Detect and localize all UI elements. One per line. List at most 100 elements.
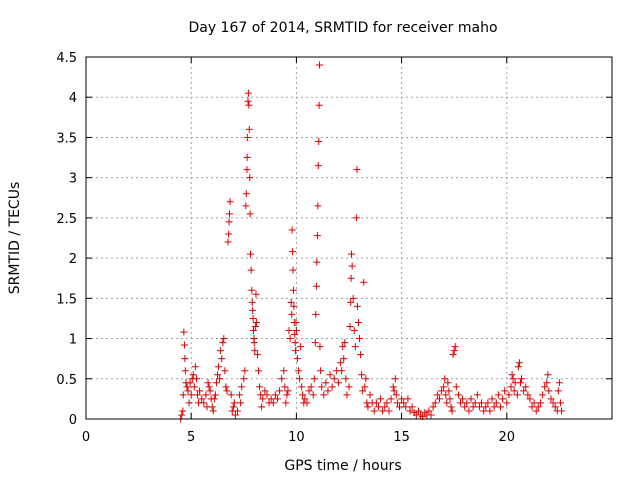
data-point — [484, 399, 492, 407]
data-point — [313, 232, 321, 240]
x-axis-label: GPS time / hours — [284, 458, 401, 474]
data-point — [353, 302, 361, 310]
data-point — [248, 298, 256, 306]
data-point — [443, 399, 451, 407]
data-point — [467, 395, 475, 403]
data-point — [191, 363, 199, 371]
data-point — [179, 407, 187, 415]
data-point — [259, 395, 267, 403]
data-point — [441, 375, 449, 383]
data-point — [372, 399, 380, 407]
data-point — [508, 371, 516, 379]
data-point — [359, 387, 367, 395]
x-tick-label: 0 — [82, 430, 90, 445]
data-point — [226, 198, 234, 206]
data-point — [305, 387, 313, 395]
y-axis-label: SRMTID / TECUs — [7, 182, 23, 295]
data-point — [291, 339, 299, 347]
data-point — [343, 391, 351, 399]
data-point — [291, 331, 299, 339]
data-point — [346, 322, 354, 330]
data-point — [408, 403, 416, 411]
data-point — [249, 306, 257, 314]
data-point — [309, 391, 317, 399]
data-point — [482, 403, 490, 411]
data-point — [289, 248, 297, 256]
data-point — [490, 403, 498, 411]
data-point — [178, 411, 186, 419]
data-point — [181, 355, 189, 363]
data-point — [290, 302, 298, 310]
data-point — [250, 339, 258, 347]
data-point — [240, 375, 248, 383]
data-point — [377, 395, 385, 403]
data-point — [214, 371, 221, 379]
data-point — [187, 391, 195, 399]
data-point — [501, 387, 509, 395]
y-tick-label: 4 — [69, 91, 77, 106]
data-point — [307, 383, 315, 391]
y-tick-label: 0 — [69, 413, 77, 428]
data-point — [390, 387, 398, 395]
axis-ticks: 0 0.5 1 1.5 2 2.5 3 3.5 4 4.5 0 5 10 15 20 — [56, 51, 612, 445]
data-point — [225, 218, 233, 226]
data-point — [364, 403, 372, 411]
data-point — [404, 395, 412, 403]
data-point — [289, 266, 297, 274]
data-point — [253, 351, 261, 359]
data-point — [222, 383, 230, 391]
x-tick-label: 20 — [499, 430, 516, 445]
y-tick-label: 2 — [69, 252, 77, 267]
data-point — [543, 379, 551, 387]
data-point — [534, 403, 542, 411]
data-point — [536, 399, 544, 407]
data-point — [330, 375, 338, 383]
y-tick-label: 1 — [69, 333, 77, 348]
data-point — [276, 387, 284, 395]
data-point — [354, 318, 362, 326]
data-point — [452, 383, 460, 391]
data-point — [518, 375, 526, 383]
data-point — [520, 387, 528, 395]
data-point — [326, 371, 334, 379]
data-point — [496, 403, 504, 411]
data-point — [286, 335, 294, 343]
data-point — [528, 403, 536, 411]
data-point — [447, 403, 455, 411]
data-point — [243, 154, 251, 162]
data-point — [225, 230, 233, 238]
data-point — [347, 298, 355, 306]
data-point — [513, 391, 521, 399]
data-point — [247, 266, 255, 274]
data-point — [179, 391, 187, 399]
data-point — [245, 125, 253, 133]
y-tick-label: 1.5 — [56, 292, 77, 307]
data-point — [298, 383, 306, 391]
data-point — [296, 375, 304, 383]
data-point — [181, 367, 189, 375]
data-point — [541, 383, 549, 391]
data-point — [320, 391, 328, 399]
data-point — [429, 403, 437, 411]
data-point — [211, 391, 219, 399]
data-point — [217, 347, 225, 355]
data-point — [478, 399, 486, 407]
data-point — [295, 367, 303, 375]
data-point — [185, 399, 193, 407]
data-point — [216, 375, 224, 383]
chart-title: Day 167 of 2014, SRMTID for receiver mah… — [188, 20, 497, 36]
data-point — [510, 387, 518, 395]
data-point — [314, 202, 322, 210]
data-point — [255, 367, 263, 375]
data-point — [318, 383, 326, 391]
data-point — [267, 395, 275, 403]
y-tick-label: 0.5 — [56, 373, 77, 388]
x-tick-label: 15 — [393, 430, 410, 445]
data-point — [488, 395, 496, 403]
data-point — [322, 379, 330, 387]
data-point — [395, 403, 403, 411]
data-point — [312, 310, 320, 318]
data-point — [360, 278, 368, 286]
data-point — [451, 343, 459, 351]
data-point — [241, 367, 249, 375]
